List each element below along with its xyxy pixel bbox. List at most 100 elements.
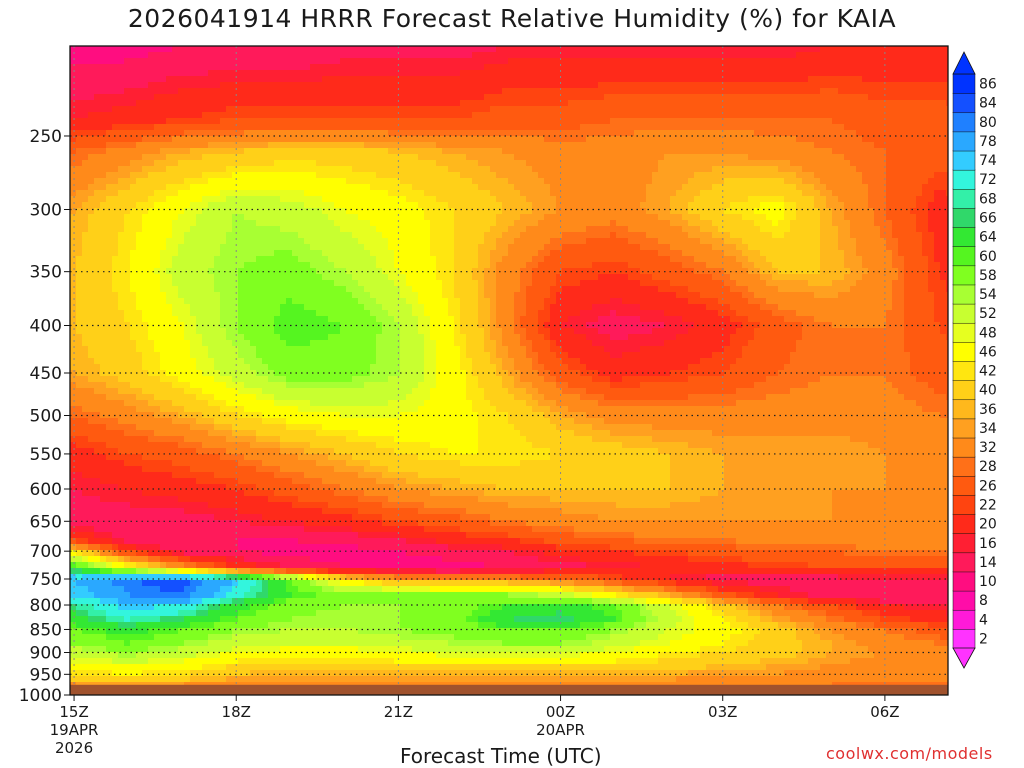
rh-cell [118, 70, 125, 77]
rh-cell [886, 238, 893, 245]
rh-cell [778, 238, 785, 245]
rh-cell [742, 178, 749, 185]
rh-cell [256, 238, 263, 245]
rh-cell [490, 88, 497, 95]
rh-cell [664, 106, 671, 113]
rh-cell [712, 94, 719, 101]
rh-cell [886, 58, 893, 65]
rh-cell [382, 178, 389, 185]
rh-cell [892, 58, 899, 65]
rh-cell [556, 112, 563, 119]
rh-cell [262, 184, 269, 191]
rh-cell [760, 226, 767, 233]
rh-cell [514, 166, 521, 173]
rh-cell [772, 172, 779, 179]
rh-cell [358, 238, 365, 245]
rh-cell [760, 46, 767, 53]
rh-cell [208, 166, 215, 173]
rh-cell [520, 172, 527, 179]
rh-cell [106, 172, 113, 179]
rh-cell [286, 124, 293, 131]
rh-cell [214, 214, 221, 221]
rh-cell [412, 112, 419, 119]
rh-cell [664, 58, 671, 65]
rh-cell [808, 52, 815, 59]
rh-cell [214, 232, 221, 239]
rh-cell [712, 142, 719, 149]
rh-cell [280, 208, 287, 215]
rh-cell [928, 136, 935, 143]
rh-cell [262, 220, 269, 227]
rh-cell [340, 244, 347, 251]
rh-cell [766, 118, 773, 125]
rh-cell [730, 154, 737, 161]
rh-cell [778, 58, 785, 65]
rh-cell [334, 148, 341, 155]
rh-cell [382, 112, 389, 119]
rh-cell [880, 130, 887, 137]
rh-cell [124, 196, 131, 203]
rh-cell [802, 82, 809, 89]
rh-cell [718, 124, 725, 131]
rh-cell [880, 178, 887, 185]
rh-cell [250, 124, 257, 131]
rh-cell [748, 52, 755, 59]
rh-cell [472, 130, 479, 137]
rh-cell [334, 154, 341, 161]
rh-cell [898, 82, 905, 89]
rh-cell [112, 112, 119, 119]
rh-cell [76, 208, 83, 215]
rh-cell [328, 46, 335, 53]
rh-cell [466, 238, 473, 245]
rh-cell [610, 64, 617, 71]
rh-cell [430, 244, 437, 251]
rh-cell [688, 100, 695, 107]
rh-cell [544, 160, 551, 167]
rh-cell [622, 184, 629, 191]
rh-cell [772, 208, 779, 215]
rh-cell [676, 136, 683, 143]
rh-cell [658, 100, 665, 107]
rh-cell [706, 106, 713, 113]
rh-cell [706, 190, 713, 197]
rh-cell [244, 94, 251, 101]
rh-cell [940, 124, 947, 131]
rh-cell [646, 46, 653, 53]
rh-cell [766, 196, 773, 203]
rh-cell [676, 46, 683, 53]
rh-cell [178, 136, 185, 143]
rh-cell [532, 202, 539, 209]
rh-cell [160, 232, 167, 239]
rh-cell [688, 64, 695, 71]
rh-cell [292, 106, 299, 113]
rh-cell [874, 142, 881, 149]
rh-cell [448, 58, 455, 65]
rh-cell [790, 154, 797, 161]
rh-cell [94, 112, 101, 119]
rh-cell [586, 238, 593, 245]
rh-cell [664, 94, 671, 101]
rh-cell [394, 214, 401, 221]
rh-cell [436, 160, 443, 167]
rh-cell [892, 196, 899, 203]
rh-cell [238, 142, 245, 149]
rh-cell [358, 214, 365, 221]
rh-cell [352, 148, 359, 155]
rh-cell [358, 220, 365, 227]
rh-cell [826, 82, 833, 89]
rh-cell [886, 172, 893, 179]
rh-cell [940, 172, 947, 179]
rh-cell [250, 166, 257, 173]
rh-cell [862, 130, 869, 137]
rh-cell [922, 64, 929, 71]
rh-cell [82, 154, 89, 161]
rh-cell [640, 202, 647, 209]
rh-cell [418, 148, 425, 155]
rh-cell [598, 214, 605, 221]
rh-cell [880, 70, 887, 77]
rh-cell [550, 142, 557, 149]
rh-cell [406, 208, 413, 215]
rh-cell [454, 130, 461, 137]
rh-cell [496, 112, 503, 119]
rh-cell [916, 208, 923, 215]
